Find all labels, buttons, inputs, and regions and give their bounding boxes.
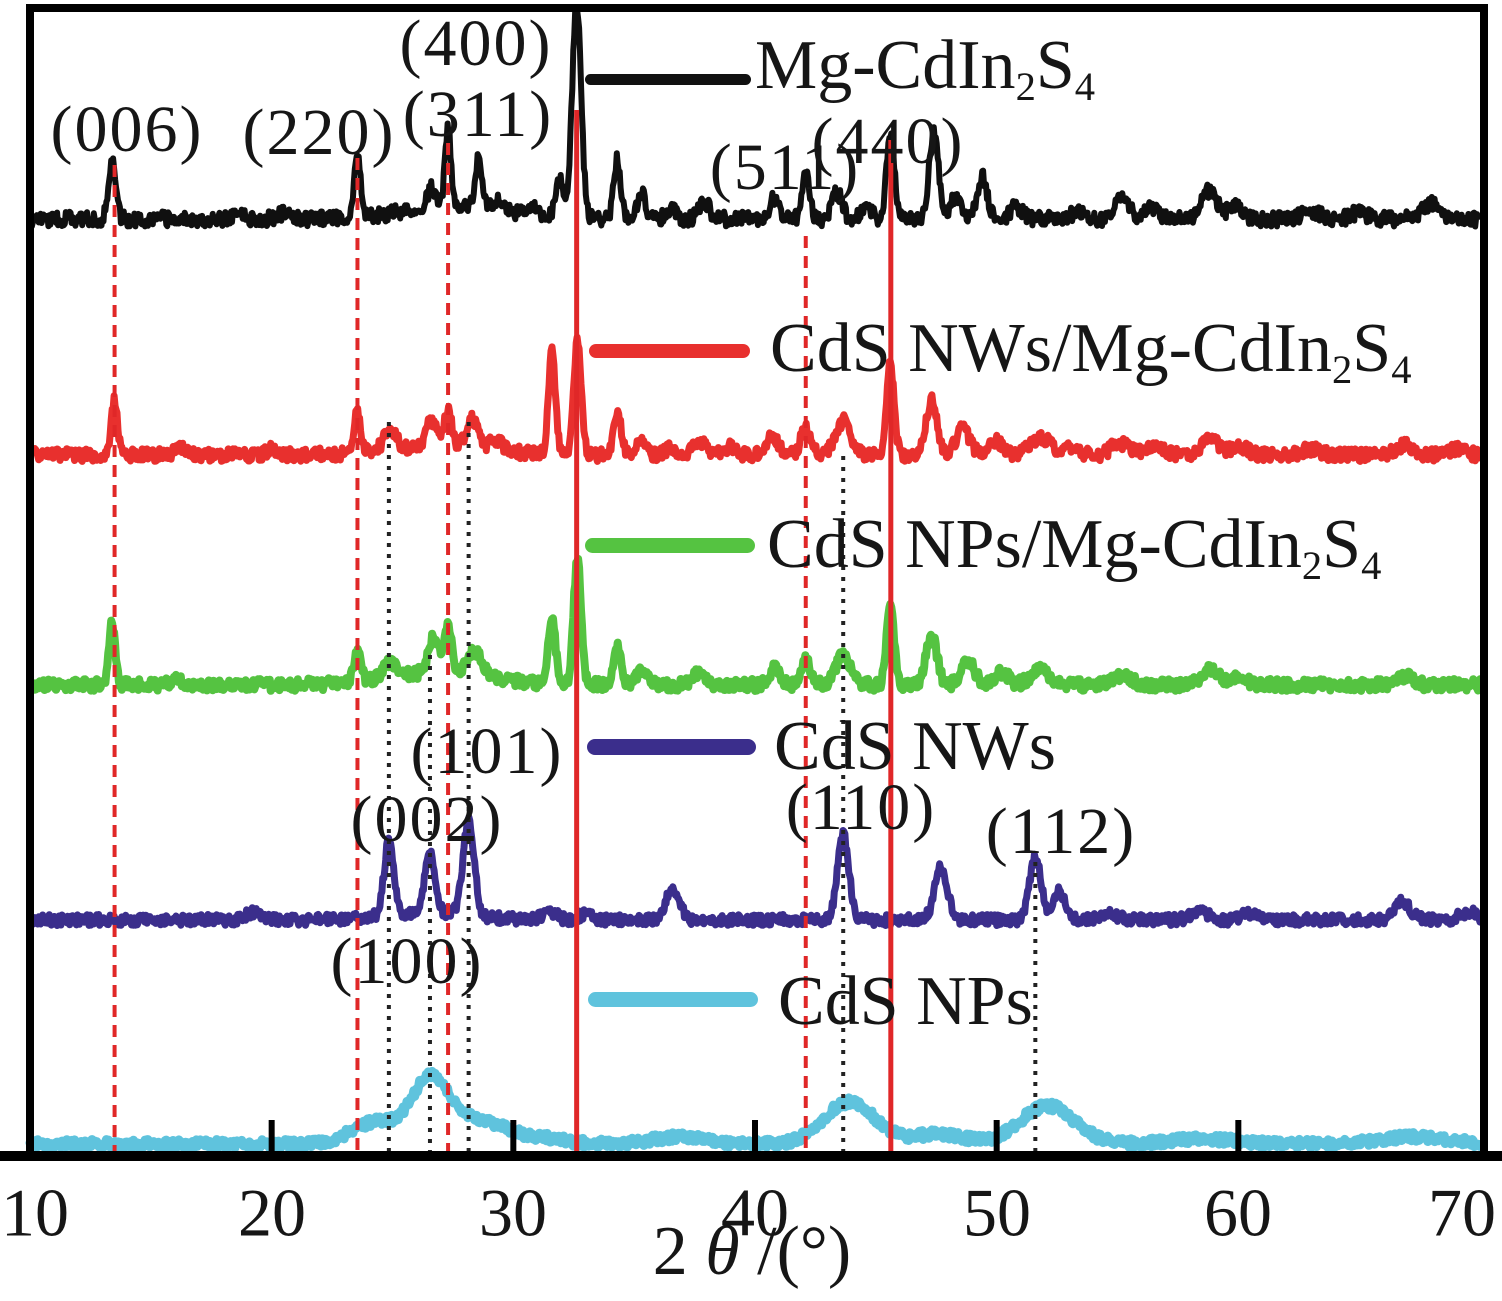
xrd-curve-mg-cdin2s4	[27, 7, 1483, 230]
xrd-curve-cds-nws-mg-cdin2s4	[26, 333, 1484, 465]
xrd-curve-cds-nws	[26, 813, 1484, 929]
plot-border	[26, 4, 1488, 1157]
xrd-curve-cds-nps-mg-cdin2s4	[26, 554, 1484, 695]
